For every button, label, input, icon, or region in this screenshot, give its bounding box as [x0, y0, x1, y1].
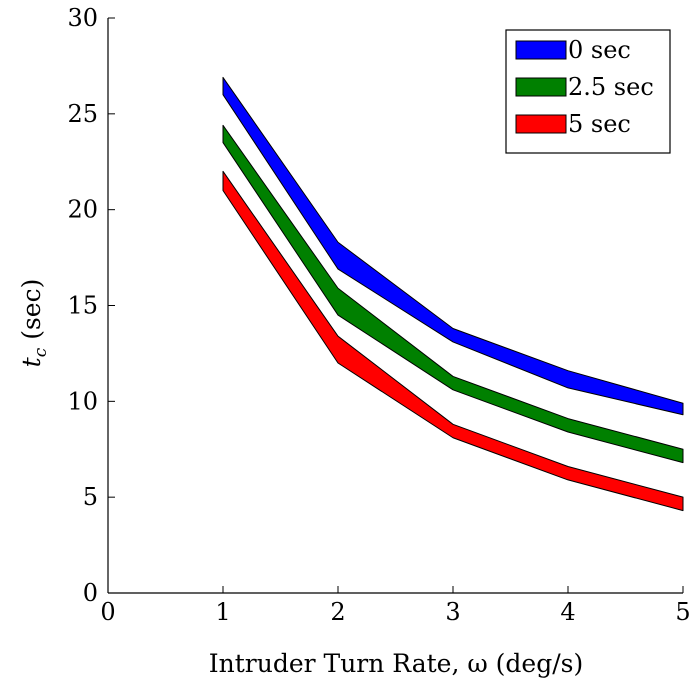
- legend-label-0: 0 sec: [568, 36, 631, 64]
- y-axis-label-rest: (sec): [17, 279, 46, 348]
- x-axis-label: Intruder Turn Rate, ω (deg/s): [209, 649, 583, 678]
- ticks-layer: 0 1 2 3 4 5 0 5 10 15 20 25 30: [67, 4, 690, 626]
- band-series-2: [222, 170, 684, 512]
- y-tick-label: 15: [67, 292, 98, 320]
- x-tick-label: 1: [215, 598, 230, 626]
- legend-swatch-0: [515, 40, 567, 60]
- y-tick-label: 10: [67, 387, 98, 415]
- y-tick-label: 5: [83, 483, 98, 511]
- bands-layer: [222, 76, 684, 512]
- y-tick-label: 30: [67, 4, 98, 32]
- x-tick-label: 0: [100, 598, 115, 626]
- y-axis-label-main: t: [17, 356, 46, 367]
- x-tick-label: 2: [330, 598, 345, 626]
- legend: 0 sec 2.5 sec 5 sec: [505, 29, 671, 154]
- x-tick-label: 3: [445, 598, 460, 626]
- band-series-0: [222, 76, 684, 416]
- y-tick-label: 25: [67, 100, 98, 128]
- y-tick-label: 20: [67, 196, 98, 224]
- y-axis-label-sub: c: [31, 347, 51, 357]
- legend-label-2: 5 sec: [568, 110, 631, 138]
- legend-swatch-1: [515, 77, 567, 97]
- svg-text:tc (sec): tc (sec): [17, 279, 51, 368]
- x-tick-label: 5: [675, 598, 690, 626]
- legend-label-1: 2.5 sec: [568, 73, 654, 101]
- x-tick-label: 4: [560, 598, 575, 626]
- y-tick-label: 0: [83, 579, 98, 607]
- y-axis-label: tc (sec): [17, 279, 51, 368]
- legend-swatch-2: [515, 114, 567, 134]
- band-series-1: [222, 124, 684, 464]
